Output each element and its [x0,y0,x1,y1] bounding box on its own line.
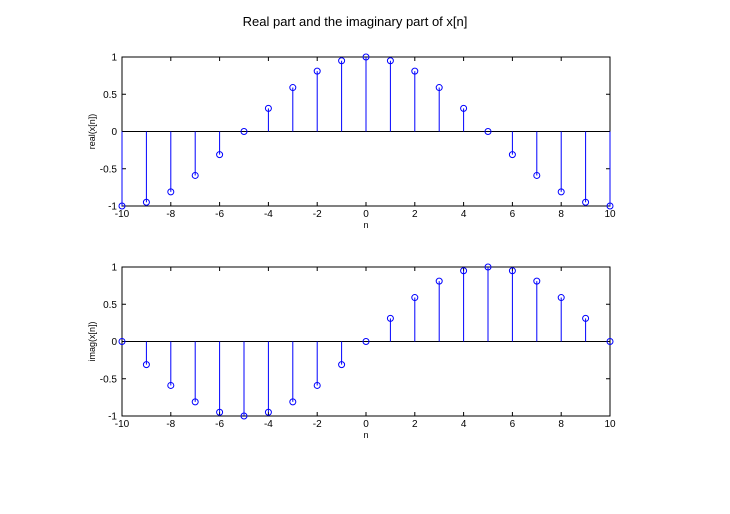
y-axis-label: imag(x[n]) [87,321,97,361]
y-tick-label: 1 [111,263,117,274]
x-tick-label: -6 [215,419,224,430]
stem-marker [240,128,248,135]
stem-marker [557,188,565,196]
real-part-axes: -10 -8 -6 -4 -2 0 2 4 6 8 10 1 0.5 0 -0.5 -1 n real(x[n]) [87,53,616,231]
stem-marker [142,361,150,369]
stem-marker [533,277,541,285]
x-axis-label: n [363,430,368,440]
x-tick-label: -6 [215,209,224,220]
stem-marker [435,277,443,285]
stem-marker [484,263,492,271]
stem-marker [460,267,468,275]
stem-marker [484,128,492,135]
stem-marker [216,408,224,416]
y-tick-label: 0 [111,337,117,348]
x-tick-label: -10 [115,419,130,430]
stem-marker [264,104,272,112]
stem-marker [386,57,394,65]
y-tick-label: -0.5 [100,164,118,175]
stem-marker [191,171,199,179]
x-tick-label: 10 [604,209,616,220]
y-axis-label: real(x[n]) [87,114,97,150]
stem-marker [362,53,370,61]
stem-marker [606,338,614,345]
y-tick-label: 0.5 [103,90,117,101]
stem-marker [289,84,297,92]
stem-marker [338,361,346,369]
stem-marker [606,202,614,210]
y-tick-label: 0.5 [103,300,117,311]
stem-marker [411,67,419,75]
x-axis-label: n [363,220,368,230]
y-tick-label: -1 [108,202,117,213]
x-tick-label: 0 [363,209,369,220]
stem-marker [264,408,272,416]
x-tick-label: 8 [558,419,564,430]
x-tick-label: -10 [115,209,130,220]
stem-marker [582,198,590,206]
x-tick-label: -4 [264,419,273,430]
x-tick-label: 8 [558,209,564,220]
stem-marker [557,294,565,302]
y-tick-label: -1 [108,412,117,423]
x-tick-label: -4 [264,209,273,220]
x-tick-label: 6 [510,419,516,430]
x-tick-label: 4 [461,419,467,430]
y-tick-label: 0 [111,127,117,138]
x-tick-label: 0 [363,419,369,430]
x-tick-label: -8 [166,419,175,430]
stem-marker [216,151,224,159]
stem-marker [167,188,175,196]
stem-marker [533,171,541,179]
x-tick-label: 2 [412,209,418,220]
stem-marker [338,57,346,65]
stem-marker [313,381,321,389]
stem-marker [240,412,248,420]
stem-marker [313,67,321,75]
stem-marker [191,398,199,406]
stem-marker [118,202,126,210]
stem-marker [289,398,297,406]
x-tick-label: -2 [313,209,322,220]
stem-marker [386,314,394,322]
imag-part-axes: -10 -8 -6 -4 -2 0 2 4 6 8 10 1 0.5 0 -0.5 -1 n imag(x[n]) [87,263,616,441]
y-tick-label: -0.5 [100,374,118,385]
x-tick-label: 10 [604,419,616,430]
figure-title: Real part and the imaginary part of x[n] [243,14,468,29]
stem-marker [582,314,590,322]
stem-marker [508,151,516,159]
x-tick-label: 4 [461,209,467,220]
stem-marker [362,338,370,345]
x-tick-label: 6 [510,209,516,220]
stem-marker [460,104,468,112]
stem-marker [142,198,150,206]
stem-marker [118,338,126,345]
stem-marker [411,294,419,302]
x-tick-label: -2 [313,419,322,430]
stem-marker [435,84,443,92]
x-tick-label: 2 [412,419,418,430]
stem-marker [508,267,516,275]
y-tick-label: 1 [111,53,117,64]
stem-marker [167,381,175,389]
x-tick-label: -8 [166,209,175,220]
